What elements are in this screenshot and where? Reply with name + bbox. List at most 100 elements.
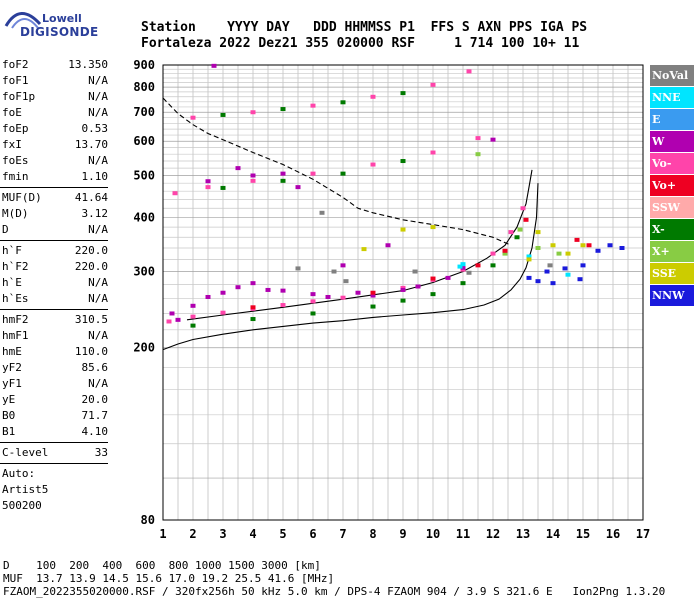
param-note: Artist5: [2, 483, 49, 496]
x-tick-label: 5: [279, 527, 286, 541]
echo-point: [205, 294, 211, 299]
x-tick-label: 17: [636, 527, 650, 541]
param-row: fxI 13.70: [0, 137, 136, 153]
echo-point: [340, 100, 346, 105]
station-header: Station YYYY DAY DDD HHMMSS P1 FFS S AXN…: [141, 20, 587, 52]
echo-point: [574, 237, 580, 242]
y-tick-label: 300: [133, 265, 155, 279]
echo-point: [400, 287, 406, 292]
echo-point: [319, 210, 325, 215]
echo-point: [466, 69, 472, 74]
echo-point: [310, 292, 316, 297]
echo-point: [460, 265, 466, 270]
y-tick-label: 200: [133, 341, 155, 355]
param-value: 85.6: [81, 361, 109, 374]
param-value: N/A: [88, 74, 108, 87]
param-separator: [0, 240, 108, 241]
param-row: h`F 220.0: [0, 243, 136, 259]
echo-point: [190, 303, 196, 308]
x-tick-label: 14: [546, 527, 560, 541]
echo-point: [460, 262, 466, 267]
param-value: 110.0: [74, 345, 108, 358]
param-value: N/A: [88, 223, 108, 236]
echo-point: [514, 235, 520, 240]
digisonde-logo: Lowell DIGISONDE: [4, 6, 124, 42]
echo-point: [502, 248, 508, 253]
param-name: h`E: [2, 276, 22, 289]
echo-point: [220, 310, 226, 315]
plot-frame: [162, 64, 644, 521]
x-tick-label: 15: [576, 527, 590, 541]
param-name: M(D): [2, 207, 29, 220]
param-name: foEp: [2, 122, 29, 135]
echo-point: [400, 159, 406, 164]
echo-point: [445, 275, 451, 280]
x-tick-label: 16: [606, 527, 620, 541]
echo-point: [340, 171, 346, 176]
param-row: fmin 1.10: [0, 169, 136, 185]
param-value: 71.7: [81, 409, 109, 422]
echo-point: [310, 311, 316, 316]
param-value: 20.0: [81, 393, 109, 406]
echo-point: [457, 264, 463, 269]
echo-point: [475, 152, 481, 157]
echo-point: [211, 63, 217, 68]
echo-point: [544, 269, 550, 274]
echo-point: [340, 263, 346, 268]
param-name: D: [2, 223, 9, 236]
echo-point: [295, 266, 301, 271]
param-row: h`Es N/A: [0, 291, 136, 307]
param-note: Auto:: [2, 467, 36, 480]
param-row: foF1 N/A: [0, 73, 136, 89]
param-note: 500200: [2, 499, 42, 512]
param-row: MUF(D) 41.64: [0, 190, 136, 206]
echo-point: [175, 317, 181, 322]
logo-lowell-text: Lowell: [42, 12, 82, 25]
param-value: N/A: [88, 292, 108, 305]
muf-dashed-trace: [162, 97, 512, 246]
echo-point: [535, 279, 541, 284]
echo-point: [595, 248, 601, 253]
echo-point: [166, 319, 172, 324]
echo-point: [607, 243, 613, 248]
param-separator: [0, 442, 108, 443]
param-name: yF1: [2, 377, 22, 390]
echo-point: [250, 110, 256, 115]
y-tick-label: 900: [133, 58, 155, 72]
param-row: h`F2 220.0: [0, 259, 136, 275]
echo-point: [466, 270, 472, 275]
echo-point: [490, 263, 496, 268]
echo-point: [370, 304, 376, 309]
param-row: hmF1 N/A: [0, 328, 136, 344]
echo-point: [526, 275, 532, 280]
param-value: 4.10: [81, 425, 109, 438]
param-value: 3.12: [81, 207, 109, 220]
footer-info: D 100 200 400 600 800 1000 1500 3000 [km…: [3, 559, 665, 598]
echo-point: [385, 243, 391, 248]
param-row: foEs N/A: [0, 153, 136, 169]
echo-point: [430, 225, 436, 230]
logo-arc-icon: [4, 12, 42, 29]
echo-point: [580, 243, 586, 248]
footer-file-info: FZAOM_2022355020000.RSF / 320fx256h 50 k…: [3, 585, 666, 598]
echo-point: [250, 178, 256, 183]
param-name: h`Es: [2, 292, 29, 305]
param-row: hmE 110.0: [0, 344, 136, 360]
echo-point: [310, 171, 316, 176]
echo-point: [550, 243, 556, 248]
echo-point: [535, 245, 541, 250]
echo-point: [490, 137, 496, 142]
legend-item: Vo+: [650, 175, 694, 196]
param-row: foE N/A: [0, 105, 136, 121]
echo-point: [205, 185, 211, 190]
header-values: Fortaleza 2022 Dez21 355 020000 RSF 1 71…: [141, 36, 580, 51]
param-row: foEp 0.53: [0, 121, 136, 137]
echo-point: [370, 290, 376, 295]
echo-point: [205, 179, 211, 184]
param-row: foF1p N/A: [0, 89, 136, 105]
legend-item: SSE: [650, 263, 694, 284]
polarization-legend: NoVal NNE E W Vo- Vo+ SSW X- X+ SSE NNW: [650, 65, 694, 307]
echo-point: [172, 191, 178, 196]
echo-point: [325, 294, 331, 299]
